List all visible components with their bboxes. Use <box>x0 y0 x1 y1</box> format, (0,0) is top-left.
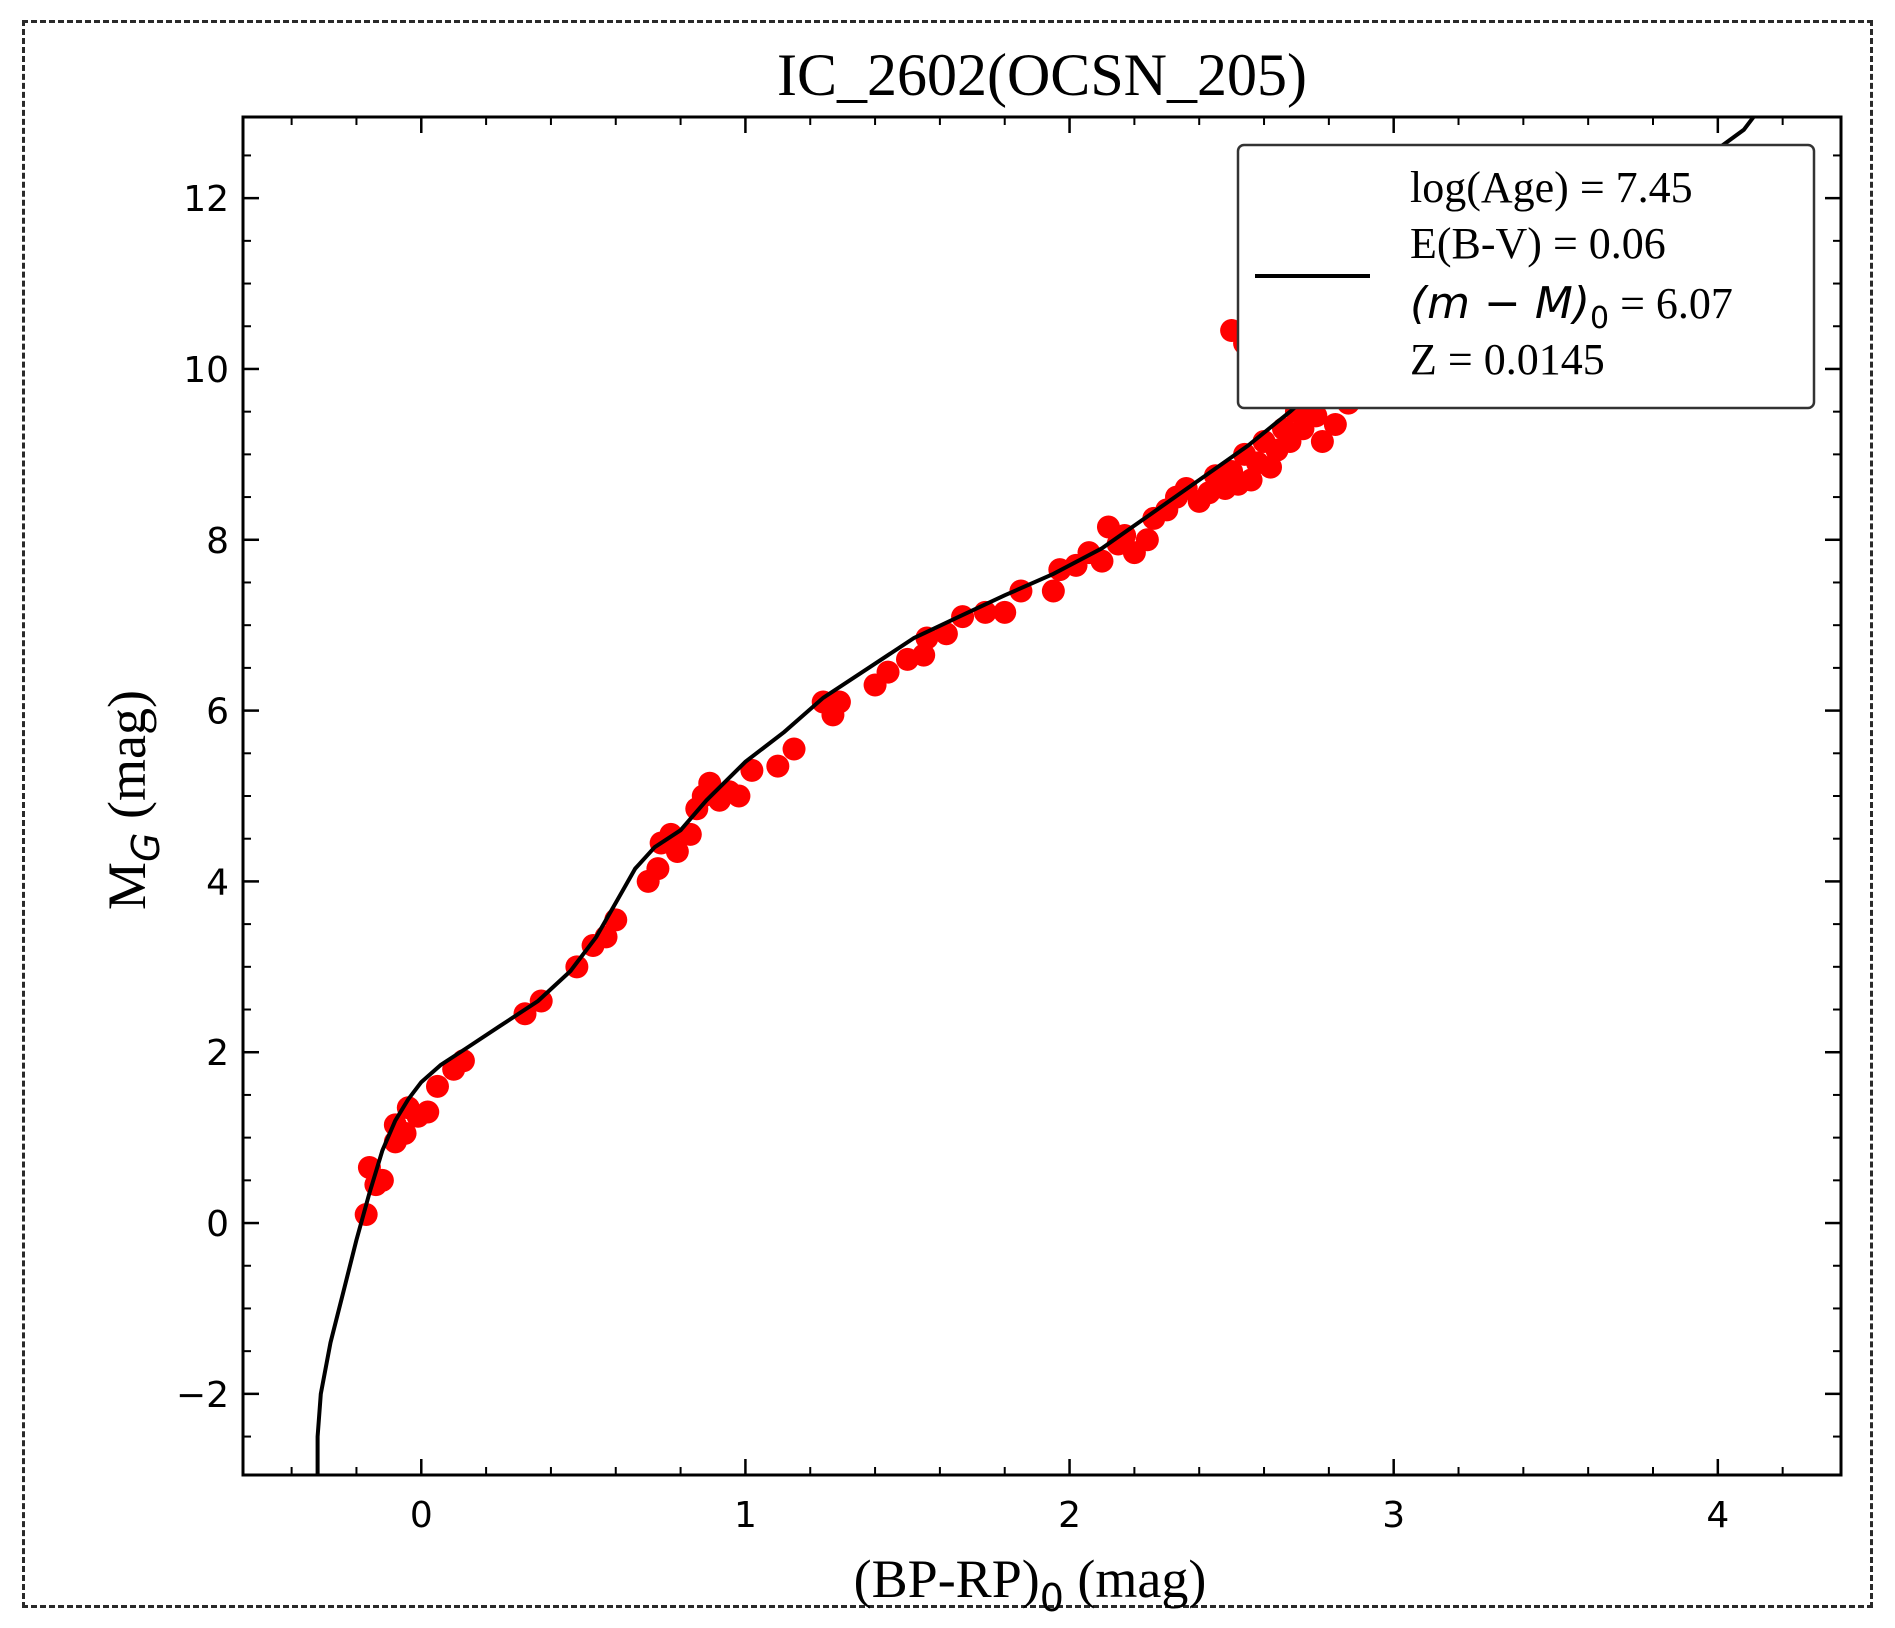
x-tick-label: 4 <box>1706 1495 1729 1536</box>
y-tick-label: 6 <box>206 692 229 733</box>
y-tick-label: 2 <box>206 1033 229 1074</box>
member-star-point <box>1304 404 1328 428</box>
y-tick-label: −2 <box>176 1375 229 1416</box>
x-axis-label: (BP-RP)0 (mag) <box>854 1549 1207 1620</box>
legend-line-age: log(Age) = 7.45 <box>1410 163 1693 212</box>
member-star-point <box>827 690 851 714</box>
member-star-point <box>912 643 936 667</box>
figure-frame <box>22 20 1873 1608</box>
member-star-point <box>665 840 689 864</box>
y-axis-label: MG (mag) <box>97 690 168 910</box>
y-axis-label-unit: (mag) <box>97 690 157 832</box>
legend: log(Age) = 7.45 E(B-V) = 0.06 (m − M)0 =… <box>1236 143 1816 410</box>
y-tick-label: 12 <box>183 179 229 220</box>
member-star-point <box>782 737 806 761</box>
member-star-point <box>1310 430 1334 454</box>
x-axis-label-main: (BP-RP) <box>854 1549 1040 1609</box>
member-star-point <box>876 660 900 684</box>
member-star-point <box>393 1121 417 1145</box>
x-tick-label: 0 <box>410 1495 433 1536</box>
member-star-point <box>451 1049 475 1073</box>
member-star-point <box>678 822 702 846</box>
member-star-point <box>1041 579 1065 603</box>
legend-line-metallicity: Z = 0.0145 <box>1410 335 1605 384</box>
member-star-point <box>727 784 751 808</box>
member-star-point <box>425 1074 449 1098</box>
x-tick-label: 1 <box>734 1495 757 1536</box>
x-tick-label: 3 <box>1382 1495 1405 1536</box>
x-axis-label-unit: (mag) <box>1064 1549 1206 1609</box>
member-star-point <box>1090 549 1114 573</box>
member-star-point <box>646 857 670 881</box>
member-star-point <box>766 754 790 778</box>
member-star-point <box>1323 412 1347 436</box>
member-star-point <box>740 758 764 782</box>
y-tick-label: 4 <box>206 862 229 903</box>
y-axis-label-main: M <box>97 862 157 910</box>
legend-line-reddening: E(B-V) = 0.06 <box>1410 219 1666 268</box>
member-star-point <box>993 600 1017 624</box>
chart-title: IC_2602(OCSN_205) <box>777 42 1307 108</box>
member-star-point <box>416 1100 440 1124</box>
y-tick-label: 0 <box>206 1204 229 1245</box>
y-axis-label-sub: G <box>124 832 168 861</box>
member-star-point <box>934 622 958 646</box>
x-tick-label: 2 <box>1058 1495 1081 1536</box>
member-star-point <box>915 626 939 650</box>
y-tick-label: 8 <box>206 521 229 562</box>
member-star-point <box>1135 528 1159 552</box>
legend-box <box>1236 143 1816 410</box>
y-tick-label: 10 <box>183 350 229 391</box>
x-axis-label-sub: 0 <box>1040 1576 1064 1620</box>
legend-line-distance-modulus: (m − M)0 = 6.07 <box>1410 278 1733 336</box>
